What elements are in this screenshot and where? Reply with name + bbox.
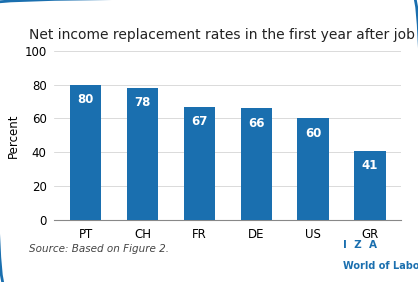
Text: 41: 41 <box>362 159 378 172</box>
Bar <box>298 118 329 220</box>
Bar <box>241 108 272 220</box>
Text: Net income replacement rates in the first year after job loss: Net income replacement rates in the firs… <box>29 28 418 42</box>
Text: 78: 78 <box>134 96 151 109</box>
Text: 80: 80 <box>78 93 94 106</box>
Text: Source: Based on Figure 2.: Source: Based on Figure 2. <box>29 244 169 254</box>
Bar <box>127 88 158 220</box>
Text: 60: 60 <box>305 127 321 140</box>
Text: 66: 66 <box>248 117 265 130</box>
Text: 67: 67 <box>191 115 208 128</box>
Bar <box>184 107 215 220</box>
Text: World of Labor: World of Labor <box>343 261 418 271</box>
Y-axis label: Percent: Percent <box>7 113 20 158</box>
Text: I  Z  A: I Z A <box>343 240 377 250</box>
Bar <box>70 85 102 220</box>
Bar <box>354 151 385 220</box>
